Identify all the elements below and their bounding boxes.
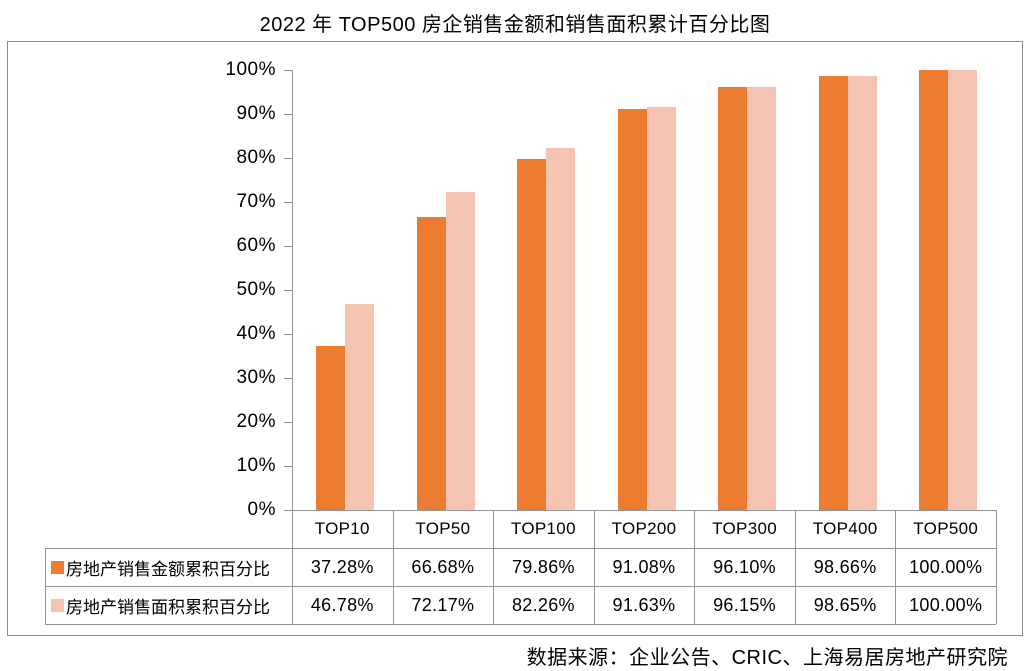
source-note: 数据来源：企业公告、CRIC、上海易居房地产研究院 [526, 647, 1008, 669]
chart-frame [7, 41, 1023, 636]
table-border-v [593, 510, 595, 624]
table-border-v [996, 510, 997, 624]
y-axis-tick [284, 509, 292, 511]
table-value: 100.00% [909, 595, 983, 615]
y-axis-tick-label: 70% [236, 191, 276, 212]
bar-sales-amount [416, 216, 446, 510]
bar-sales-area [546, 148, 576, 510]
table-border-v [694, 510, 696, 624]
category-label: TOP400 [812, 519, 878, 538]
category-label: TOP100 [511, 519, 576, 538]
bar-sales-area [345, 304, 374, 510]
y-axis-tick [284, 157, 292, 159]
bar-sales-amount [316, 345, 345, 510]
category-label: TOP50 [415, 519, 471, 538]
table-border-h [45, 548, 996, 549]
table-value: 82.26% [511, 595, 575, 615]
category-label: TOP200 [611, 519, 677, 538]
y-axis-tick-label: 30% [236, 367, 276, 388]
bar-sales-area [747, 86, 777, 510]
table-value: 66.68% [411, 557, 475, 577]
table-value: 91.63% [612, 595, 676, 615]
table-value: 46.78% [310, 595, 374, 615]
legend-swatch [51, 599, 64, 612]
y-axis-tick-label: 40% [236, 323, 276, 344]
y-axis-tick-label: 80% [236, 147, 276, 168]
y-axis-tick-label: 90% [236, 103, 276, 124]
bar-sales-amount [617, 109, 647, 510]
y-axis-tick [284, 245, 292, 247]
table-value: 72.17% [411, 595, 475, 615]
legend-row-sales-area: 房地产销售面积累积百分比 [46, 587, 292, 624]
y-axis-tick-label: 50% [236, 279, 276, 300]
y-axis-tick [284, 421, 292, 423]
table-value: 98.66% [813, 557, 877, 577]
bar-sales-area [646, 106, 676, 510]
y-axis-tick-label: 0% [247, 499, 276, 520]
table-border-v [392, 510, 394, 624]
table-border-h [45, 586, 996, 587]
table-border-v [794, 510, 796, 624]
legend-swatch [51, 561, 64, 574]
table-value: 79.86% [511, 557, 575, 577]
y-axis-tick [284, 289, 292, 291]
y-axis-tick-label: 10% [236, 455, 276, 476]
bar-sales-amount [919, 70, 949, 510]
y-axis-tick-label: 20% [236, 411, 276, 432]
table-value: 96.15% [713, 595, 776, 615]
y-axis-tick [284, 113, 292, 115]
y-axis-tick [284, 201, 292, 203]
y-axis-tick [284, 377, 292, 379]
table-border-v [45, 548, 46, 624]
y-axis-tick-label: 60% [236, 235, 276, 256]
table-border-v [493, 510, 495, 624]
bar-sales-area [445, 192, 475, 510]
category-label: TOP500 [913, 519, 979, 538]
bar-sales-amount [517, 158, 547, 510]
table-value: 98.65% [813, 595, 877, 615]
bar-sales-amount [718, 87, 748, 510]
series-name: 房地产销售面积累积百分比 [66, 598, 270, 617]
table-border-h [45, 624, 996, 625]
series-name: 房地产销售金额累积百分比 [66, 560, 270, 579]
bar-sales-amount [818, 75, 848, 510]
y-axis-tick-label: 100% [225, 59, 276, 80]
bar-sales-area [948, 70, 978, 510]
category-label: TOP10 [314, 519, 370, 538]
table-value: 96.10% [713, 557, 776, 577]
chart-title: 2022 年 TOP500 房企销售金额和销售面积累计百分比图 [259, 14, 771, 36]
bar-sales-area [847, 75, 877, 510]
x-axis-line [292, 510, 996, 511]
y-axis-line [292, 70, 293, 624]
table-value: 91.08% [612, 557, 676, 577]
table-value: 37.28% [310, 557, 374, 577]
y-axis-tick [284, 69, 292, 71]
y-axis-tick [284, 333, 292, 335]
table-value: 100.00% [909, 557, 983, 577]
category-label: TOP300 [712, 519, 777, 538]
y-axis-tick [284, 465, 292, 467]
table-border-v [895, 510, 897, 624]
legend-row-sales-amount: 房地产销售金额累积百分比 [46, 549, 292, 586]
